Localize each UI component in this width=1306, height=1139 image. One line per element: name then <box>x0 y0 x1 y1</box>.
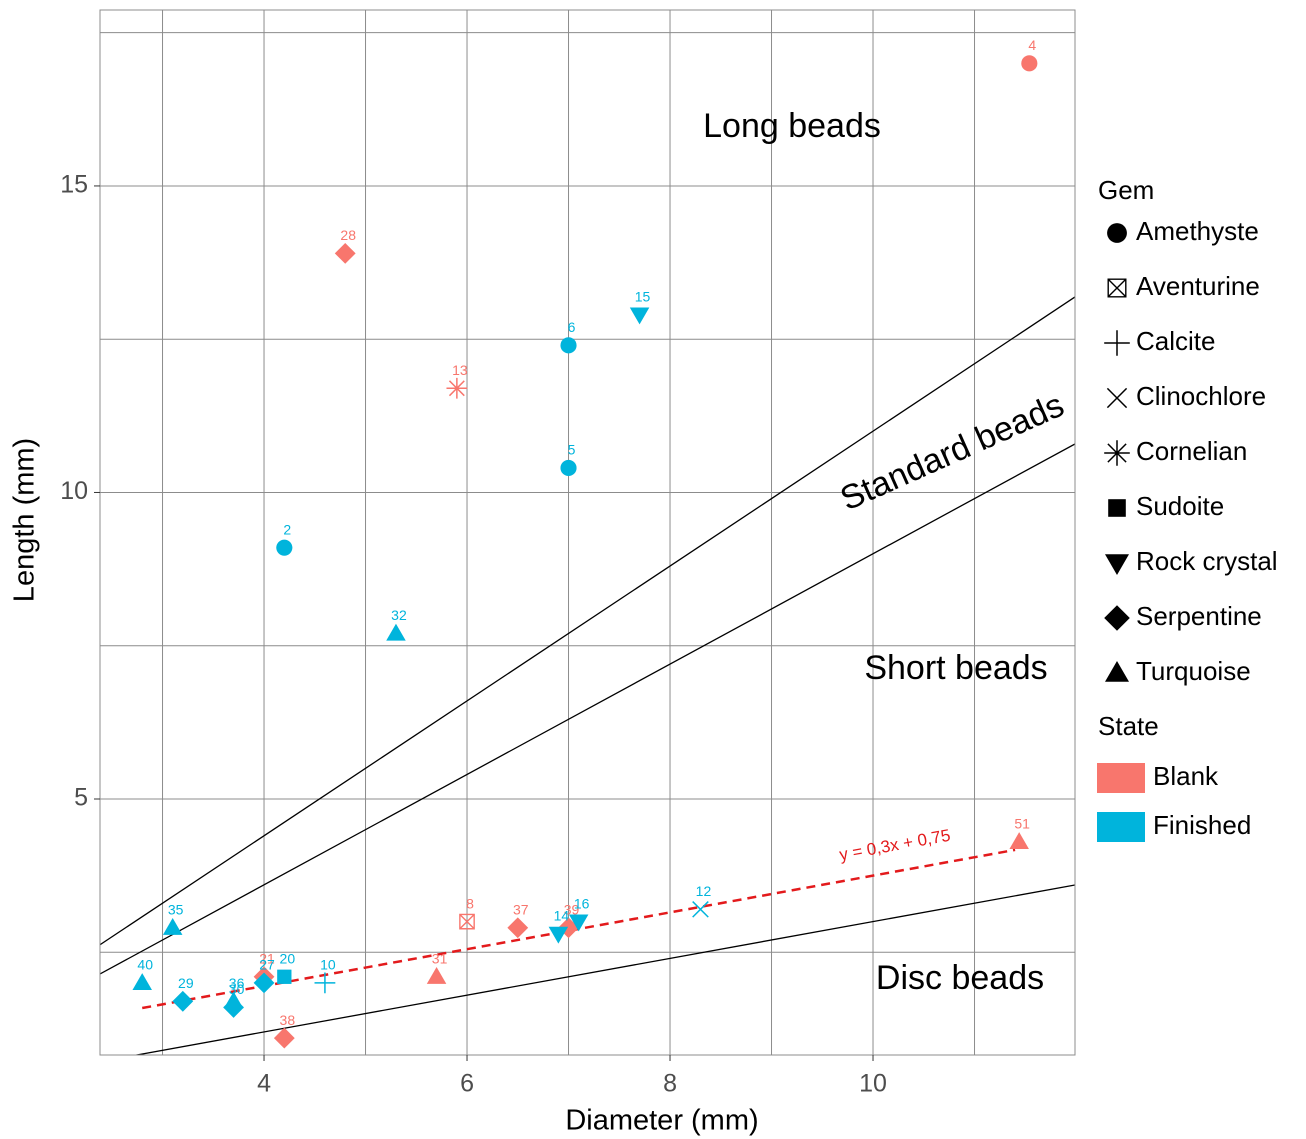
legend-marker <box>1107 278 1127 298</box>
legend-marker <box>1107 223 1127 243</box>
plot-border <box>99 9 1076 1056</box>
point <box>223 997 244 1018</box>
legend-label: Finished <box>1153 810 1251 840</box>
legend-label: Calcite <box>1136 326 1215 356</box>
point <box>334 242 356 264</box>
x-tick-label: 8 <box>663 1070 677 1098</box>
legend-label: Rock crystal <box>1136 546 1278 576</box>
legend-title: State <box>1098 711 1159 741</box>
point-label: 10 <box>320 957 336 973</box>
legend-label: Sudoite <box>1136 491 1224 521</box>
point <box>560 337 577 354</box>
point <box>386 623 406 641</box>
legend-swatch <box>1097 812 1145 842</box>
y-tick-label: 15 <box>60 171 88 199</box>
legend-marker <box>1104 440 1130 466</box>
legend-label: Cornelian <box>1136 436 1247 466</box>
point-label: 12 <box>696 883 712 899</box>
y-tick-label: 5 <box>74 784 88 812</box>
legend-label: Turquoise <box>1136 656 1251 686</box>
grid <box>100 10 1075 1055</box>
y-axis-title: Length (mm) <box>9 438 41 602</box>
point <box>273 1027 295 1049</box>
point-label: 4 <box>1028 37 1036 53</box>
point-label: 36 <box>229 975 245 991</box>
legend-label: Clinochlore <box>1136 381 1266 411</box>
point <box>446 377 468 399</box>
point-label: 35 <box>168 901 184 917</box>
point <box>548 926 569 944</box>
point-label: 8 <box>466 895 474 911</box>
y-tick-label: 10 <box>60 477 88 505</box>
point <box>1009 832 1029 850</box>
point <box>459 913 475 930</box>
reference-lines <box>100 296 1075 1055</box>
x-axis-title: Diameter (mm) <box>565 1105 758 1137</box>
point-label: 51 <box>1014 816 1030 832</box>
point-label: 5 <box>568 442 576 458</box>
region-label: Long beads <box>703 107 881 145</box>
point <box>276 539 293 556</box>
point <box>162 917 183 935</box>
legend-label: Amethyste <box>1136 216 1259 246</box>
legend-marker <box>1108 499 1126 517</box>
point-label: 13 <box>452 362 468 378</box>
region-label: Short beads <box>864 649 1047 687</box>
point-label: 31 <box>432 950 448 966</box>
region-label: Disc beads <box>876 959 1044 997</box>
point-label: 15 <box>635 288 651 304</box>
point-label: 20 <box>280 950 296 966</box>
point-label: 32 <box>391 607 407 623</box>
x-tick-label: 6 <box>460 1070 474 1098</box>
point <box>132 973 152 991</box>
point-label: 28 <box>340 227 356 243</box>
legend-title: Gem <box>1098 175 1154 205</box>
point-label: 38 <box>280 1012 296 1028</box>
legend-label: Blank <box>1153 761 1219 791</box>
legend: Gem Amethyste Aventurine Calcite Clinochlore… <box>1097 175 1278 842</box>
point-label: 37 <box>513 901 529 917</box>
point <box>692 901 709 918</box>
point <box>560 459 577 477</box>
point-label: 39 <box>564 901 580 917</box>
point <box>253 972 275 994</box>
point <box>629 307 650 325</box>
point <box>172 990 194 1012</box>
legend-label: Aventurine <box>1136 271 1260 301</box>
point-label: 40 <box>137 957 153 973</box>
point <box>314 972 336 994</box>
point <box>1021 55 1038 72</box>
point <box>426 967 447 984</box>
legend-marker <box>1105 554 1129 575</box>
point-label: 6 <box>568 319 576 335</box>
point <box>507 917 529 939</box>
reference-line <box>100 443 1075 975</box>
point-label: 27 <box>259 957 275 973</box>
legend-swatch <box>1097 763 1145 793</box>
x-tick-label: 10 <box>859 1070 887 1098</box>
point <box>277 969 292 984</box>
point-label: 29 <box>178 975 194 991</box>
legend-label: Serpentine <box>1136 601 1262 631</box>
point-label: 30 <box>229 981 245 997</box>
legend-marker <box>1104 330 1130 356</box>
point-label: 14 <box>554 908 570 924</box>
point-label: 16 <box>574 895 590 911</box>
reference-line <box>100 296 1075 946</box>
reference-line <box>133 884 1075 1055</box>
x-tick-label: 4 <box>257 1070 271 1098</box>
point <box>568 914 589 932</box>
legend-marker <box>1104 605 1130 631</box>
point-label: 21 <box>259 950 275 966</box>
point-label: 2 <box>283 521 291 537</box>
legend-marker <box>1106 387 1128 409</box>
legend-marker <box>1105 661 1129 682</box>
